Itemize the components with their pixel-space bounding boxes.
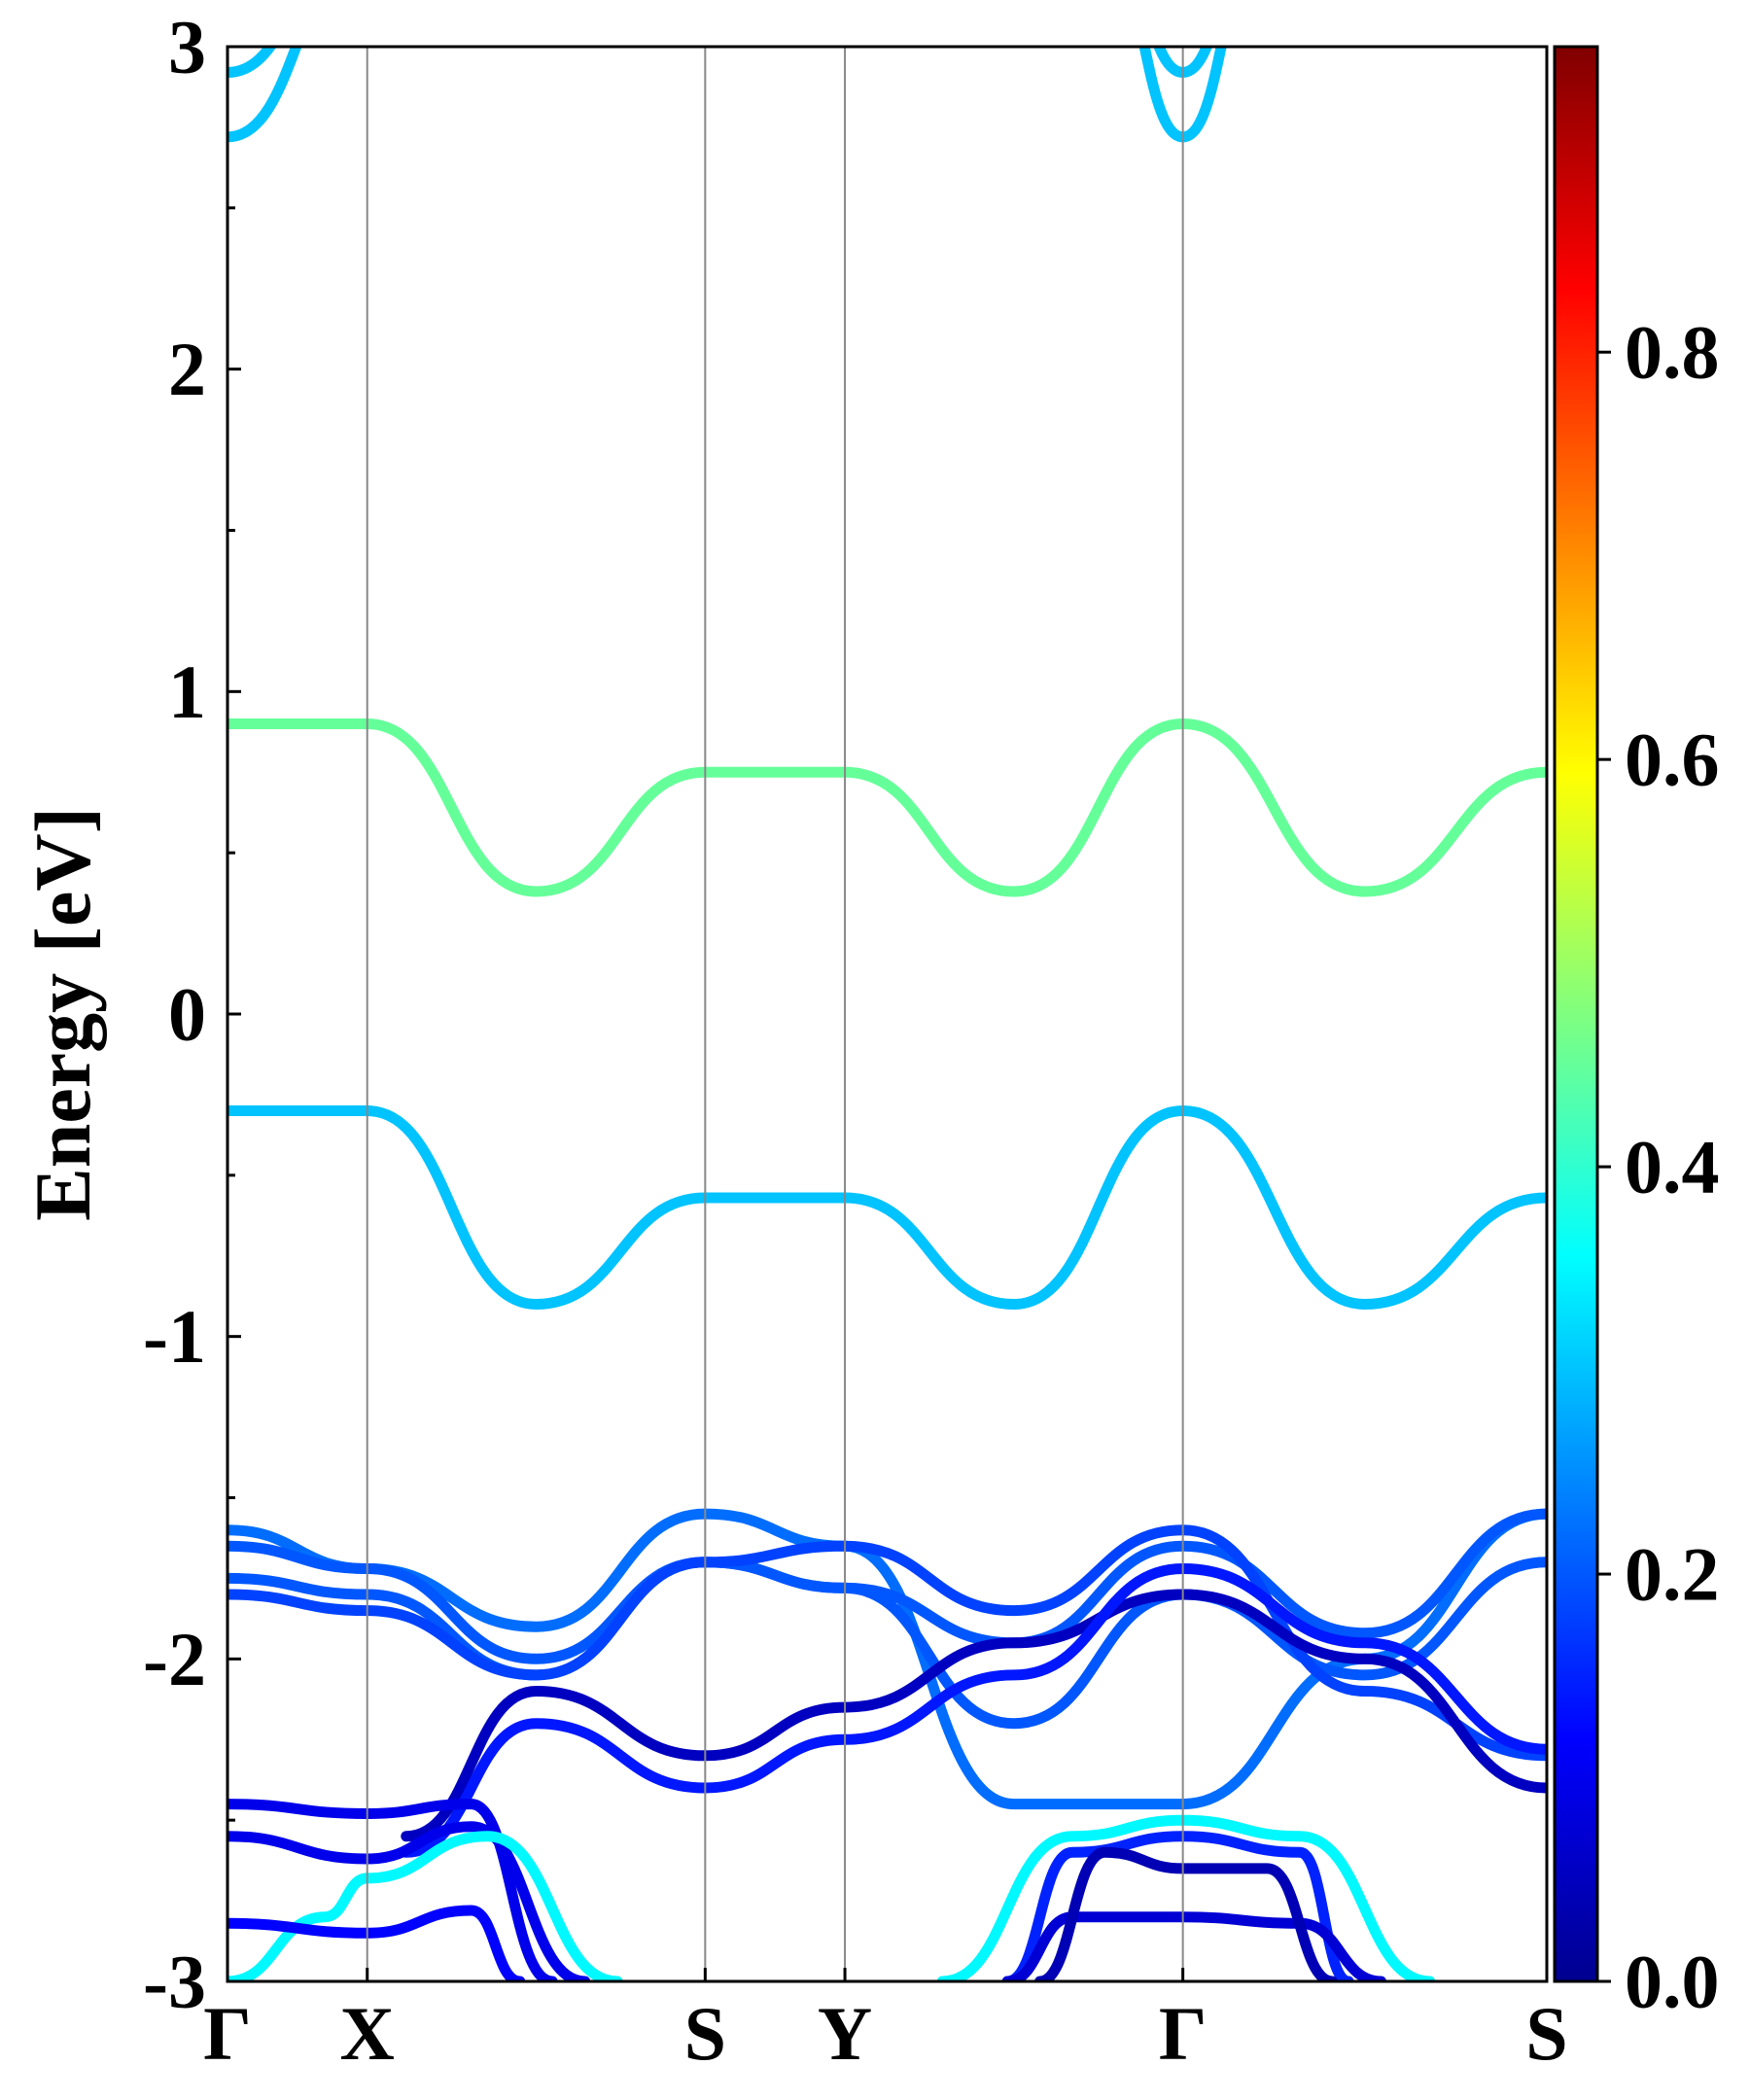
y-tick-label: 0	[168, 972, 206, 1057]
band-d5	[936, 1814, 1436, 1981]
kpoint-label: S	[684, 1991, 726, 2076]
colorbar	[1553, 45, 1599, 1983]
colorbar-tick-label: 0.0	[1625, 1940, 1720, 2024]
colorbar-tick-label: 0.8	[1625, 310, 1720, 395]
band-lines	[228, 47, 1547, 1981]
band-v5	[228, 1524, 1547, 1762]
y-tick-label: 3	[168, 5, 206, 89]
y-tick-label: 2	[168, 327, 206, 411]
band-c2	[228, 47, 1227, 143]
kpoint-label: X	[340, 1991, 395, 2076]
kpoint-gridlines	[366, 47, 1184, 1981]
y-tick-label: -1	[143, 1294, 206, 1379]
band-v6	[401, 1589, 1547, 1842]
colorbar-ticks: 0.0 0.2 0.4 0.6 0.8	[1597, 310, 1720, 2024]
band-vb	[228, 1104, 1547, 1311]
band-cb	[228, 718, 1547, 897]
band-d4	[228, 1905, 526, 1981]
y-axis-label: Energy [eV]	[18, 807, 107, 1221]
band-v4	[228, 1508, 1547, 1681]
kpoint-label: S	[1525, 1991, 1567, 2076]
kpoint-label: Γ	[1159, 1991, 1208, 2076]
y-tick-label: -2	[143, 1617, 206, 1701]
band-c1	[228, 47, 1212, 79]
colorbar-tick-label: 0.2	[1625, 1532, 1720, 1617]
kpoint-label: Γ	[203, 1991, 252, 2076]
band-d2	[228, 1821, 591, 1981]
colorbar-tick-label: 0.4	[1625, 1125, 1720, 1209]
band-d1	[228, 1799, 558, 1981]
kpoint-label: Y	[818, 1991, 872, 2076]
y-axis-ticks: 3 2 1 0 -1 -2 -3	[143, 5, 241, 2024]
y-tick-label: -3	[143, 1940, 206, 2024]
colorbar-tick-label: 0.6	[1625, 718, 1720, 802]
y-tick-label: 1	[168, 649, 206, 734]
band-v7	[401, 1562, 1547, 1858]
